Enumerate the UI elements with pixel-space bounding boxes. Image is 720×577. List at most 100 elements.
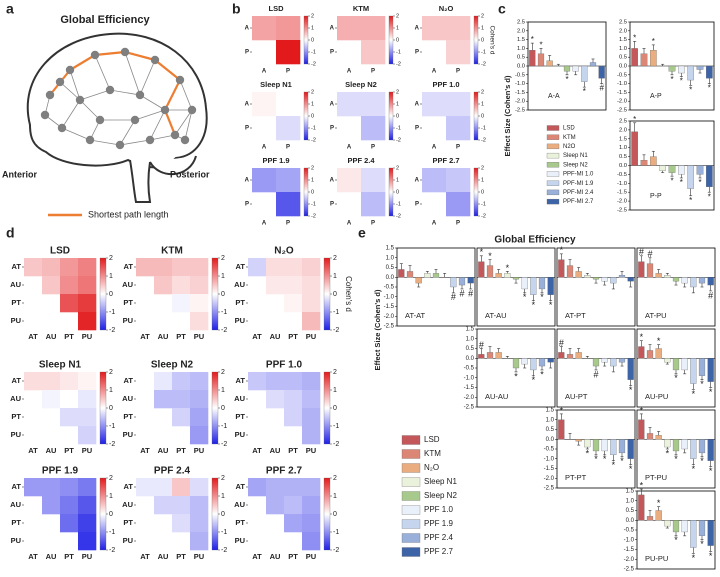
legend-swatch (401, 435, 421, 445)
y-tick-label: -0.5 (384, 285, 395, 291)
bar (601, 439, 608, 452)
col-label: PU (194, 332, 204, 341)
row-label: P (245, 202, 249, 208)
significance-marker: # (468, 288, 473, 298)
colorbar (323, 477, 331, 551)
network-edge (59, 81, 81, 101)
colorbar-tick-label: -1 (311, 125, 316, 131)
row-label: AU (10, 280, 21, 289)
heatmap-cell (337, 16, 362, 41)
row-label: A (330, 178, 335, 184)
heatmap-cell (78, 532, 97, 551)
colorbar-tick-label: -2 (109, 547, 115, 554)
colorbar-tick-label: 1 (481, 25, 484, 31)
heatmap-cell (154, 372, 173, 391)
colorbar-tick-label: -1 (333, 529, 339, 536)
y-tick-label: 1.5 (386, 246, 395, 252)
colorbar-tick-label: -2 (221, 441, 227, 448)
bar (601, 358, 608, 363)
row-label: PU (123, 536, 133, 545)
heatmap-cell (248, 478, 267, 497)
bar (627, 277, 634, 282)
legend-label: Sleep N2 (424, 491, 457, 500)
colorbar-tick-label: 0 (109, 511, 113, 518)
colorbar-tick-label: 1 (333, 493, 337, 500)
heatmap-cell (154, 390, 173, 409)
colorbar-tick-label: 1 (109, 273, 113, 280)
row-label: AU (234, 394, 245, 403)
map-title: N₂O (439, 4, 454, 13)
network-node (145, 135, 155, 145)
heatmap-cell (284, 294, 303, 313)
col-label: A (347, 69, 352, 75)
colorbar-tick-label: 1 (109, 493, 113, 500)
colorbar (323, 371, 331, 445)
heatmap-cell (361, 16, 386, 41)
heatmap-cell (172, 478, 191, 497)
row-label: AU (10, 500, 21, 509)
colorbar-tick-label: -1 (396, 125, 401, 131)
significance-marker: # (479, 340, 484, 350)
y-tick-label: 2.5 (619, 119, 627, 125)
network-node (55, 77, 65, 87)
map-title: N₂O (274, 246, 294, 257)
heatmap-cell (276, 16, 301, 41)
heatmap-cell (302, 294, 321, 313)
heatmap-cell (248, 372, 267, 391)
heatmap-cell (190, 408, 209, 427)
colorbar-tick-label: 2 (396, 89, 399, 95)
col-label: P (286, 145, 290, 151)
bar (646, 433, 654, 440)
row-label: PT (11, 298, 21, 307)
heatmap-cell (78, 312, 97, 331)
heatmap-cell (136, 478, 155, 497)
network-node (135, 90, 145, 100)
shortest-path-edge (163, 109, 177, 136)
heatmap-cell (60, 408, 79, 427)
significance-marker: * (629, 385, 633, 395)
network-node (45, 90, 55, 100)
bar (575, 352, 582, 359)
y-tick-label: -2.5 (515, 108, 525, 114)
colorbar (303, 91, 309, 141)
significance-marker: * (633, 115, 636, 124)
legend-label: PPF-MI 1.9 (563, 181, 594, 187)
colorbar-tick-label: 0 (221, 511, 225, 518)
y-tick-label: 1.5 (619, 37, 627, 43)
bar (707, 277, 714, 286)
colorbar-tick-label: 1 (221, 387, 225, 394)
significance-marker: * (640, 405, 644, 415)
heatmap-cell (190, 496, 209, 515)
significance-marker: * (700, 379, 704, 389)
network-edge (139, 59, 156, 96)
heatmap-cell (266, 390, 285, 409)
shortest-path-edge (69, 54, 96, 71)
bar (659, 165, 666, 171)
col-label: PU (306, 552, 316, 561)
bar (581, 65, 588, 82)
col-label: PT (64, 332, 74, 341)
row-label: PT (123, 518, 133, 527)
heatmap-cell (302, 532, 321, 551)
row-label: AT (236, 262, 246, 271)
bar (655, 510, 662, 521)
bar (707, 439, 714, 461)
heatmap-cell (302, 496, 321, 515)
significance-marker: # (599, 84, 604, 93)
row-label: PU (123, 316, 133, 325)
heatmap-cell (446, 92, 471, 117)
row-label: PU (123, 430, 133, 439)
significance-marker: # (451, 292, 456, 302)
colorbar-tick-label: 1 (311, 25, 314, 31)
heatmap-cell (361, 40, 386, 65)
heatmap-cell (284, 372, 303, 391)
colorbar-tick-label: 0 (221, 291, 225, 298)
heatmap-cell (266, 478, 285, 497)
significance-marker: * (657, 498, 661, 508)
bar (640, 53, 648, 67)
map-title: PPF 2.4 (154, 466, 191, 477)
y-tick-label: -2.0 (515, 99, 525, 105)
network-edge (79, 99, 101, 121)
significance-marker: * (640, 332, 644, 342)
bar (706, 165, 713, 188)
